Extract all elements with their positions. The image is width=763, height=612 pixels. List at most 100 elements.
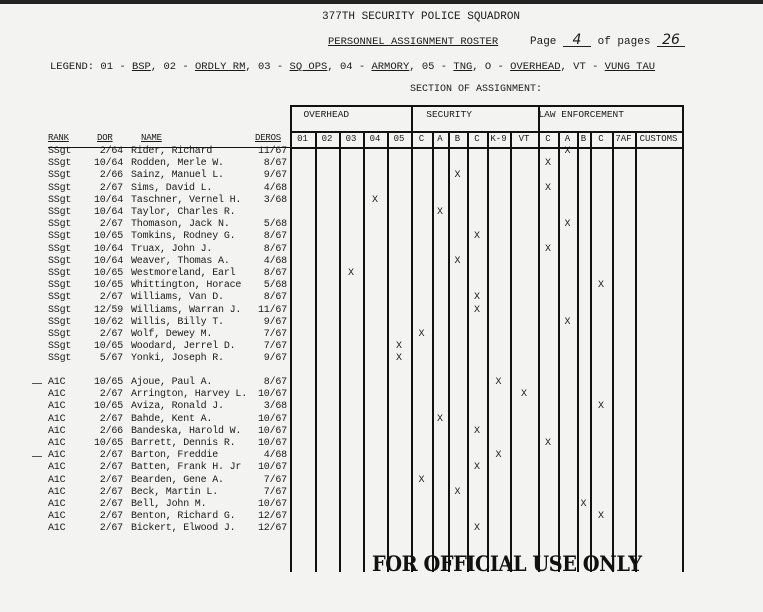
- column-header: 7AF: [615, 134, 632, 144]
- deros: 12/67: [257, 511, 287, 523]
- rank: SSgt: [48, 182, 72, 194]
- header-bottom-border: [290, 147, 683, 149]
- deros: 4/68: [263, 450, 287, 462]
- assignment-mark: X: [395, 341, 402, 353]
- deros: 3/68: [263, 194, 287, 206]
- legend-items: 01 - BSP, 02 - ORDLY RM, 03 - SQ OPS, 04…: [100, 61, 655, 73]
- assignment-mark: X: [544, 243, 551, 255]
- assignment-mark: X: [564, 146, 571, 157]
- rank: SSgt: [48, 341, 72, 353]
- name-header: NAME: [141, 133, 162, 143]
- roster-title: PERSONNEL ASSIGNMENT ROSTER: [328, 36, 499, 48]
- rank: A1C: [48, 377, 66, 388]
- assignment-mark: X: [454, 486, 461, 498]
- date-of-rank: 2/66: [99, 170, 123, 182]
- assignment-mark: X: [544, 438, 551, 449]
- rank: SSgt: [48, 268, 72, 279]
- deros: 8/67: [263, 231, 287, 243]
- assignment-mark: X: [564, 219, 571, 231]
- total-pages: 26: [657, 33, 686, 47]
- page-label: Page: [530, 36, 557, 48]
- legend-item: 02 - ORDLY RM,: [163, 61, 258, 73]
- date-of-rank: 10/65: [93, 377, 123, 388]
- deros: 10/67: [257, 389, 287, 401]
- official-use-stamp: FOR OFFICIAL USE ONLY: [372, 551, 642, 576]
- assignment-mark: X: [473, 304, 480, 316]
- name: Rider, Richard: [131, 146, 213, 157]
- deros: 5/68: [263, 219, 287, 231]
- column-divider: [612, 131, 614, 572]
- legend-code: 02: [163, 61, 177, 73]
- name: Bearden, Gene A.: [131, 474, 224, 486]
- column-divider: [577, 131, 579, 572]
- column-header: C: [418, 134, 425, 144]
- column-divider: [290, 105, 292, 572]
- date-of-rank: 2/67: [99, 462, 123, 474]
- name: Aviza, Ronald J.: [131, 401, 224, 413]
- rank: A1C: [48, 450, 66, 462]
- legend-item: O - OVERHEAD,: [484, 61, 574, 73]
- date-of-rank: 2/67: [99, 499, 123, 510]
- margin-mark: [32, 383, 42, 384]
- name: Rodden, Merle W.: [131, 158, 224, 170]
- date-of-rank: 10/62: [93, 316, 123, 328]
- column-header: B: [454, 134, 461, 144]
- date-of-rank: 10/64: [93, 158, 123, 170]
- date-of-rank: 2/67: [99, 292, 123, 304]
- deros: 4/68: [263, 255, 287, 267]
- rank: A1C: [48, 486, 66, 498]
- rank: SSgt: [48, 207, 72, 218]
- deros: 10/67: [257, 413, 287, 425]
- date-of-rank: 2/67: [99, 511, 123, 523]
- legend-label-text: OVERHEAD: [510, 61, 561, 73]
- name: Thomason, Jack N.: [131, 219, 230, 231]
- date-of-rank: 12/59: [93, 304, 123, 316]
- date-of-rank: 10/65: [93, 280, 123, 292]
- date-of-rank: 10/65: [93, 231, 123, 243]
- column-header: C: [474, 134, 480, 144]
- assignment-mark: X: [580, 499, 587, 510]
- assignment-mark: X: [473, 523, 480, 535]
- rank: SSgt: [48, 194, 72, 206]
- rank: SSgt: [48, 329, 72, 340]
- name: Williams, Van D.: [131, 292, 224, 304]
- column-divider: [363, 131, 365, 572]
- name: Barrett, Dennis R.: [131, 438, 236, 449]
- group-header-overhead: OVERHEAD: [303, 109, 350, 120]
- date-of-rank: 2/64: [99, 146, 123, 157]
- column-divider: [635, 131, 637, 572]
- assignment-mark: X: [520, 389, 527, 401]
- name: Bahde, Kent A.: [131, 413, 213, 425]
- deros: 3/68: [263, 401, 287, 413]
- assignment-mark: X: [436, 207, 443, 218]
- legend-code: VT: [573, 61, 586, 73]
- of-pages-label: of pages: [597, 36, 651, 48]
- assignment-mark: X: [371, 194, 378, 206]
- name: Benton, Richard G.: [131, 511, 236, 523]
- rank: SSgt: [48, 170, 72, 182]
- column-divider: [387, 131, 389, 572]
- dor-header: DOR: [97, 133, 113, 143]
- header-divider: [290, 131, 683, 133]
- column-divider: [432, 131, 434, 572]
- date-of-rank: 10/65: [93, 401, 123, 413]
- column-divider: [590, 131, 592, 572]
- rank: A1C: [48, 499, 66, 510]
- assignment-mark: X: [597, 280, 604, 292]
- assignment-mark: X: [418, 474, 425, 486]
- rank: A1C: [48, 389, 66, 401]
- date-of-rank: 2/67: [99, 523, 123, 535]
- rank: A1C: [48, 413, 66, 425]
- column-divider: [487, 131, 489, 572]
- rank: SSgt: [48, 231, 72, 243]
- deros: 10/67: [257, 425, 287, 437]
- legend-item: 04 - ARMORY,: [339, 61, 422, 73]
- deros: 8/67: [263, 292, 287, 304]
- name: Willis, Billy T.: [131, 316, 224, 328]
- name: Westmoreland, Earl: [131, 268, 236, 279]
- assignment-mark: X: [395, 353, 402, 365]
- name: Bandeska, Harold W.: [131, 425, 242, 437]
- legend-item: 03 - SQ OPS,: [258, 61, 340, 73]
- legend-label-text: VUNG TAU: [604, 61, 656, 73]
- unit-title: 377TH SECURITY POLICE SQUADRON: [322, 11, 521, 23]
